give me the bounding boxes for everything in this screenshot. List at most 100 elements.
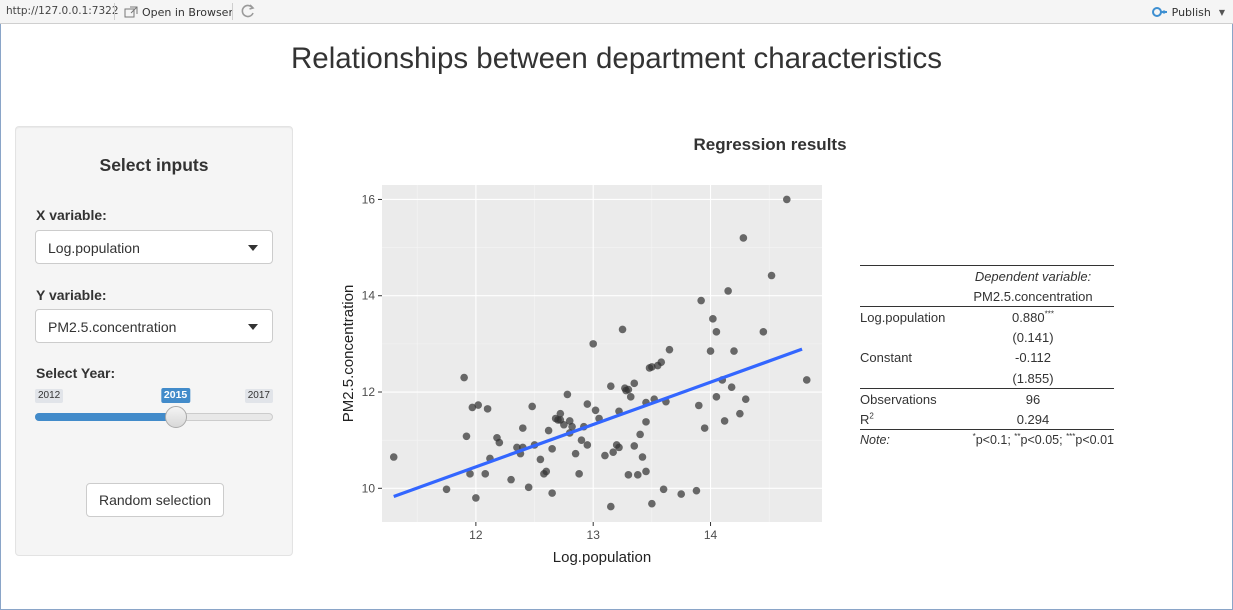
data-point <box>630 442 639 450</box>
data-point <box>568 422 576 431</box>
data-point <box>472 494 480 502</box>
data-point <box>524 483 533 492</box>
data-point <box>700 424 709 432</box>
dependent-variable-header: Dependent variable: <box>952 265 1114 286</box>
x-tick-label: 12 <box>469 528 483 542</box>
data-point <box>513 443 521 452</box>
y-variable-select[interactable]: PM2.5.concentration <box>35 309 273 343</box>
data-point <box>481 470 490 478</box>
data-point <box>638 453 647 461</box>
data-point <box>460 373 468 382</box>
data-point <box>560 420 568 429</box>
data-point <box>563 390 572 399</box>
data-point <box>609 448 617 456</box>
data-point <box>633 471 642 479</box>
year-slider-max-label: 2017 <box>244 389 273 403</box>
scatter-plot: 12 13 14 10 12 14 16 Log.population PM2.5.concen… <box>340 185 822 566</box>
toolbar-divider <box>232 3 233 20</box>
y-variable-value: PM2.5.concentration <box>48 319 177 335</box>
data-point <box>626 393 635 401</box>
data-point <box>642 467 650 476</box>
data-point <box>648 499 656 508</box>
r2-value: 0.294 <box>952 409 1114 430</box>
caret-down-icon <box>248 245 258 251</box>
data-point <box>544 426 553 435</box>
data-point <box>468 403 477 412</box>
year-slider-min-label: 2012 <box>35 389 64 403</box>
data-point <box>607 502 615 511</box>
year-slider[interactable]: 2012 2017 2015 <box>35 385 273 435</box>
data-point <box>556 409 565 418</box>
coef-se: (0.141) <box>1012 329 1054 345</box>
data-point <box>692 486 701 495</box>
constant-se: (1.855) <box>952 368 1114 389</box>
viewer-toolbar: http://127.0.0.1:7322 Open in Browser Pu… <box>0 0 1233 24</box>
data-point <box>442 485 451 494</box>
y-variable-label: Y variable: <box>36 287 107 303</box>
data-point <box>712 393 721 401</box>
data-point <box>802 376 811 384</box>
caret-down-icon <box>248 324 258 330</box>
data-point <box>495 438 504 447</box>
data-point <box>727 383 736 391</box>
data-point <box>589 340 597 348</box>
data-point <box>657 358 666 366</box>
data-point <box>575 470 583 478</box>
x-variable-label: X variable: <box>36 207 107 223</box>
publish-button[interactable]: Publish ▼ <box>1151 3 1225 21</box>
data-point <box>466 470 474 478</box>
x-tick-label: 13 <box>587 528 601 542</box>
note-label: Note: <box>860 433 890 447</box>
observations-label: Observations <box>860 391 937 407</box>
data-point <box>712 328 721 336</box>
y-tick-label: 10 <box>362 481 376 495</box>
data-point <box>542 467 551 476</box>
random-selection-button[interactable]: Random selection <box>86 483 224 517</box>
plot-panel <box>382 185 822 522</box>
data-point <box>642 418 650 426</box>
data-point <box>601 451 609 460</box>
data-point <box>724 287 732 295</box>
data-point <box>709 315 717 323</box>
data-point <box>389 453 398 461</box>
coef-value: 0.880*** <box>1012 309 1054 325</box>
data-point <box>730 347 738 355</box>
chevron-down-icon: ▼ <box>1218 7 1225 17</box>
data-point <box>548 445 556 453</box>
data-point <box>591 406 600 415</box>
data-point <box>624 471 633 479</box>
data-point <box>695 401 703 410</box>
data-point <box>665 345 674 354</box>
data-point <box>519 424 527 432</box>
observations-value: 96 <box>1025 391 1041 407</box>
data-point <box>583 441 592 449</box>
data-point <box>507 475 515 484</box>
constant-value: -0.112 <box>1015 350 1051 366</box>
data-point <box>736 409 744 418</box>
data-point <box>622 386 630 395</box>
r2-label: R2 <box>860 409 952 430</box>
x-variable-select[interactable]: Log.population <box>35 230 273 264</box>
constant-label: Constant <box>860 350 913 366</box>
data-point <box>615 443 623 452</box>
data-point <box>720 417 729 425</box>
data-point <box>739 234 748 242</box>
data-point <box>759 328 768 336</box>
coef-label: Log.population <box>860 309 946 325</box>
year-slider-value-label: 2015 <box>160 388 191 403</box>
open-in-browser-button[interactable]: Open in Browser <box>124 3 233 21</box>
page-title: Relationships between department charact… <box>291 42 942 75</box>
data-point <box>462 432 471 441</box>
data-point <box>783 195 791 204</box>
data-point <box>483 405 492 413</box>
data-point <box>677 490 685 498</box>
refresh-icon[interactable] <box>240 3 256 19</box>
y-tick-label: 14 <box>362 289 376 303</box>
sidebar-title: Select inputs <box>99 155 209 175</box>
year-slider-handle[interactable] <box>164 406 187 428</box>
data-point <box>474 401 483 409</box>
year-slider-fill <box>35 413 176 421</box>
data-point <box>630 379 639 388</box>
data-point <box>536 455 545 464</box>
y-tick-label: 12 <box>362 385 376 399</box>
